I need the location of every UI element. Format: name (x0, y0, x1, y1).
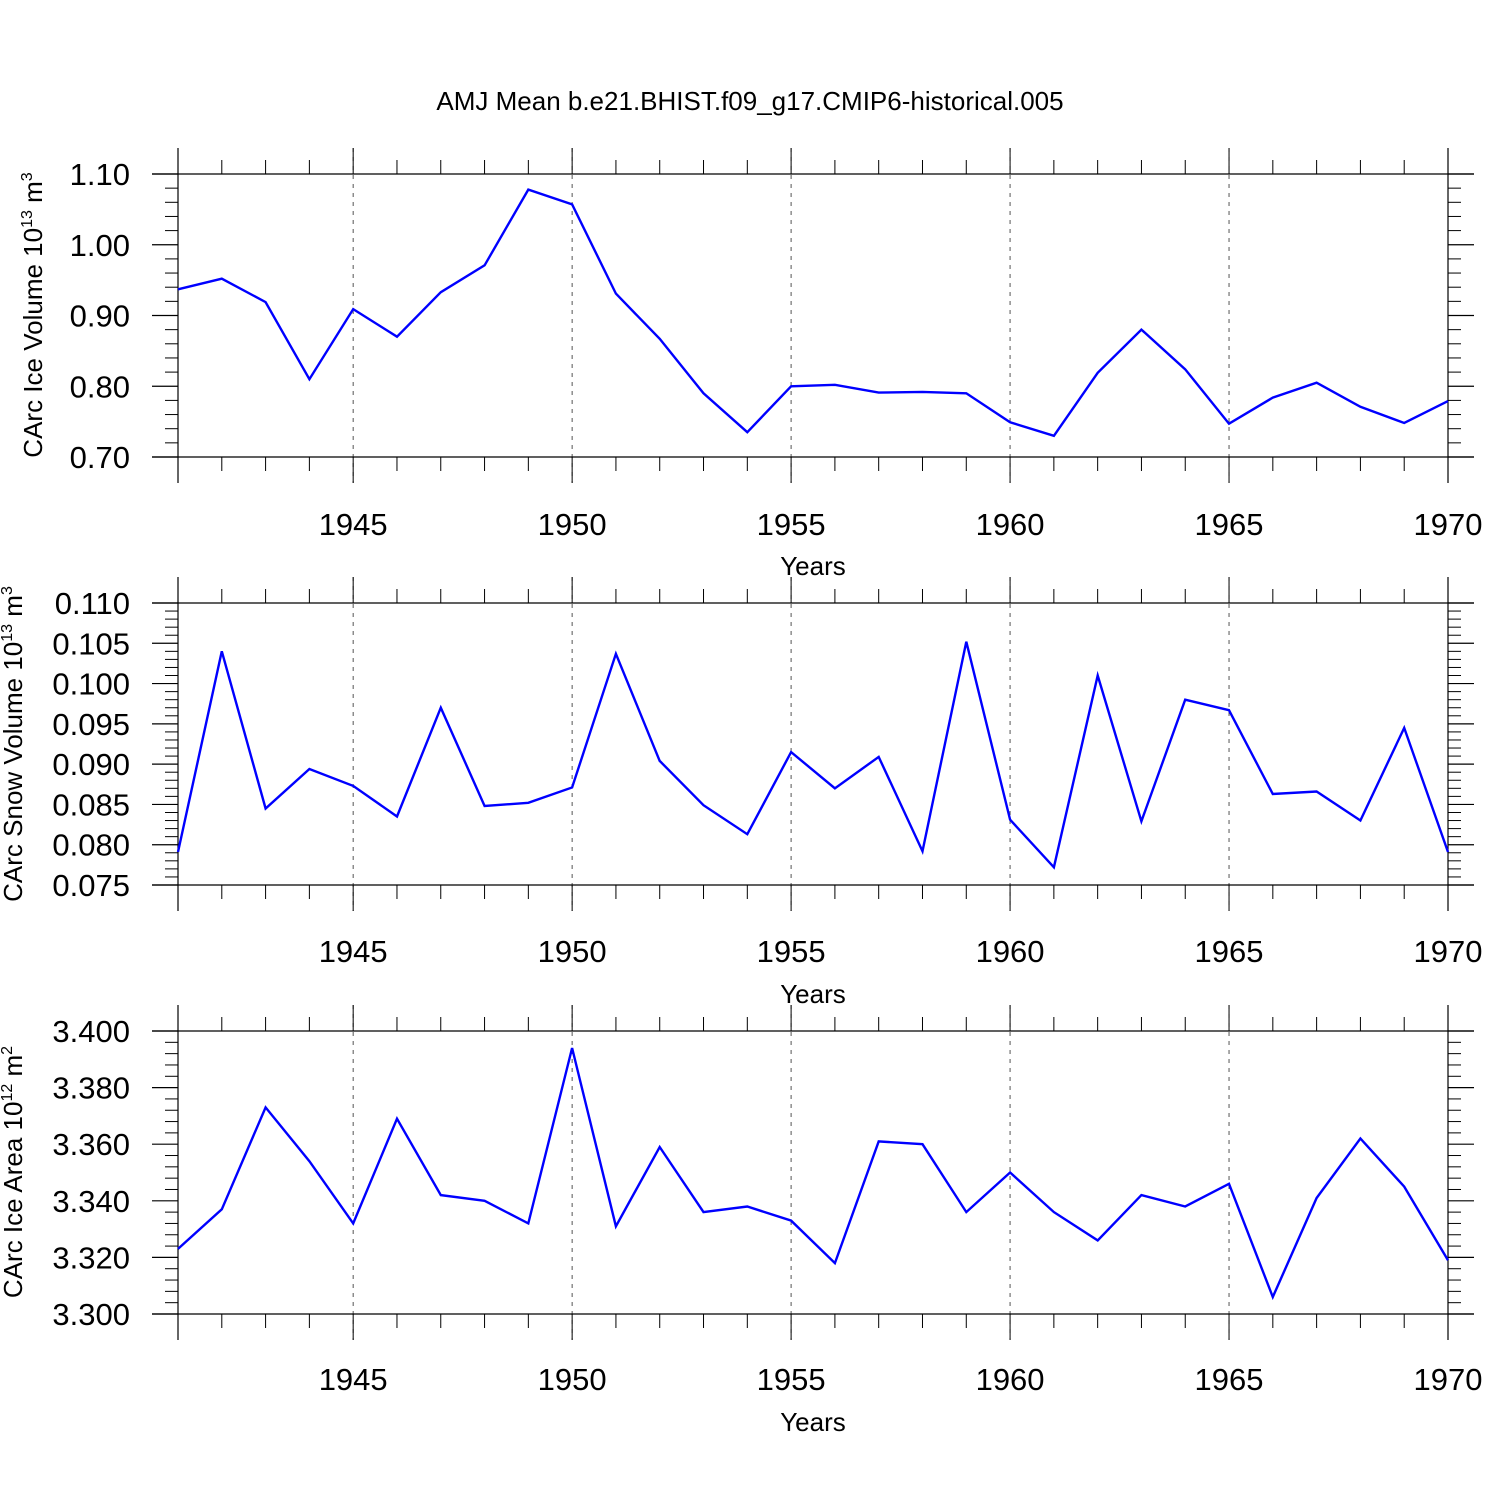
y-tick-label: 0.110 (55, 586, 130, 621)
x-tick-label: 1960 (976, 507, 1045, 542)
y-tick-label: 0.90 (70, 299, 130, 334)
y-tick-label: 0.085 (52, 787, 130, 822)
y-tick-label: 3.340 (52, 1184, 130, 1219)
x-tick-label: 1960 (976, 1362, 1045, 1397)
y-axis-label-unit-exp: 3 (0, 586, 16, 595)
x-axis-label: Years (780, 1407, 846, 1437)
x-tick-label: 1960 (976, 934, 1045, 969)
y-axis-label-unit-exp: 2 (0, 1046, 16, 1055)
y-axis-label-exp: 13 (19, 210, 36, 228)
series-line (177, 1047, 1450, 1301)
x-tick-label: 1955 (757, 507, 826, 542)
x-tick-label: 1970 (1414, 507, 1483, 542)
y-tick-label: 0.075 (52, 868, 130, 903)
panels: 0.70 0.80 0.90 1.00 1.10 1945 1950 1955 1960 1965… (0, 148, 1482, 1437)
x-axis-label: Years (780, 979, 846, 1009)
y-axis-label-unit-exp: 3 (19, 172, 36, 181)
y-axis-label-exp: 13 (0, 624, 16, 642)
panel-3: 3.300 3.320 3.340 3.360 3.380 3.400 1945 1950 19… (0, 1005, 1482, 1437)
x-tick-label: 1955 (757, 1362, 826, 1397)
y-axis-label-base: CArc Ice Volume 10 (18, 228, 48, 458)
y-tick-label: 0.080 (52, 828, 130, 863)
y-tick-label: 3.300 (52, 1297, 130, 1332)
x-tick-label: 1950 (538, 934, 607, 969)
y-axis-label: CArc Snow Volume 1013 m3 (0, 586, 28, 902)
y-tick-label: 0.80 (70, 369, 130, 404)
x-tick-label: 1970 (1414, 1362, 1483, 1397)
y-tick-label: 1.00 (70, 228, 130, 263)
panel-2: 0.075 0.080 0.085 0.090 0.095 0.100 0.105 0.110… (0, 577, 1482, 1009)
x-tick-label: 1955 (757, 934, 826, 969)
y-tick-label: 1.10 (70, 157, 130, 192)
y-tick-label: 0.095 (52, 707, 130, 742)
series-line (177, 188, 1449, 438)
x-tick-label: 1950 (538, 1362, 607, 1397)
y-tick-label: 0.70 (70, 440, 130, 475)
y-axis-label-exp: 12 (0, 1084, 16, 1102)
y-tick-label: 3.320 (52, 1240, 130, 1275)
x-tick-label: 1950 (538, 507, 607, 542)
y-axis-label-unit: m (0, 595, 28, 624)
x-tick-label: 1945 (319, 934, 388, 969)
y-axis-label: CArc Ice Area 1012 m2 (0, 1046, 28, 1298)
y-tick-label: 3.400 (52, 1014, 130, 1049)
y-axis-label-unit: m (0, 1055, 28, 1084)
x-tick-label: 1965 (1195, 507, 1264, 542)
x-tick-label: 1965 (1195, 934, 1264, 969)
y-tick-label: 0.100 (52, 667, 130, 702)
x-tick-label: 1970 (1414, 934, 1483, 969)
y-tick-label: 0.090 (52, 747, 130, 782)
x-tick-label: 1965 (1195, 1362, 1264, 1397)
y-axis-label-unit: m (18, 181, 48, 210)
x-tick-label: 1945 (319, 507, 388, 542)
x-tick-label: 1945 (319, 1362, 388, 1397)
y-axis-label-base: CArc Ice Area 10 (0, 1102, 28, 1299)
y-tick-label: 3.360 (52, 1127, 130, 1162)
panel-1: 0.70 0.80 0.90 1.00 1.10 1945 1950 1955 1960 1965… (18, 148, 1482, 581)
y-tick-label: 3.380 (52, 1071, 130, 1106)
y-axis-label-base: CArc Snow Volume 10 (0, 642, 28, 902)
series-line (176, 641, 1450, 870)
x-axis-label: Years (780, 551, 846, 581)
y-axis-label: CArc Ice Volume 1013 m3 (18, 172, 48, 457)
y-tick-label: 0.105 (52, 626, 130, 661)
figure-title: AMJ Mean b.e21.BHIST.f09_g17.CMIP6-histo… (436, 86, 1063, 116)
